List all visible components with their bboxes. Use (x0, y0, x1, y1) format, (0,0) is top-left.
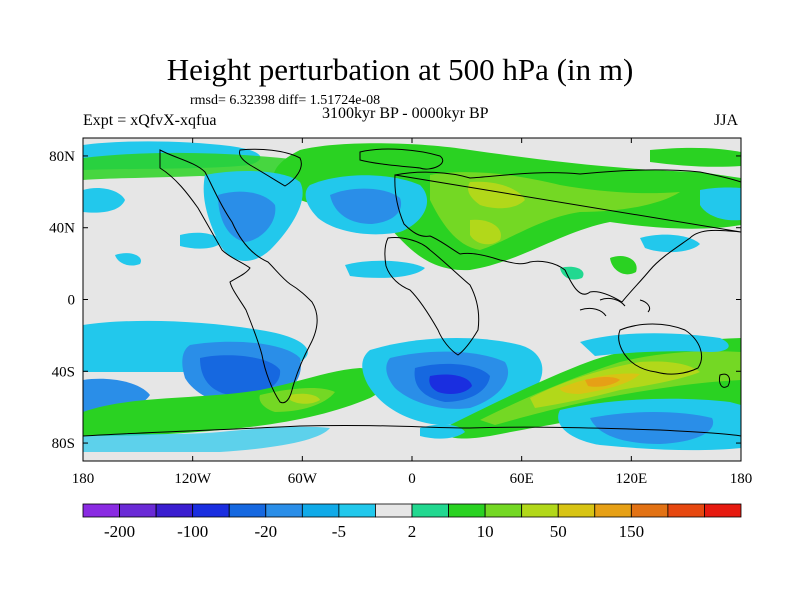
lon-tick-label: 120W (174, 471, 212, 487)
lon-tick-label: 60E (510, 471, 534, 487)
lat-tick-label: 40S (52, 364, 75, 380)
colorbar-label: -5 (332, 522, 346, 541)
colorbar-swatch (704, 503, 742, 518)
lat-tick-label: 80N (49, 149, 75, 165)
lon-tick-label: 180 (730, 471, 753, 487)
lon-tick-label: 60W (288, 471, 318, 487)
colorbar-swatch (594, 503, 632, 518)
colorbar-swatch (265, 503, 303, 518)
colorbar-label: 2 (408, 522, 417, 541)
colorbar-swatch (484, 503, 523, 518)
colorbar-swatch (301, 503, 340, 518)
colorbar-swatch (155, 503, 194, 518)
axis-ticks (82, 138, 742, 461)
colorbar-swatch (338, 503, 376, 518)
colorbar-swatch (630, 503, 669, 518)
lon-tick-label: 0 (408, 471, 416, 487)
colorbar-swatch (521, 503, 559, 518)
lat-tick-label: 0 (68, 293, 76, 309)
season-label: JJA (714, 112, 739, 129)
colorbar-swatch (557, 503, 596, 518)
stats-label: rmsd= 6.32398 diff= 1.51724e-08 (190, 93, 381, 108)
longitude-axis: 180 120W 60W 0 60E 120E 180 (72, 471, 753, 487)
colorbar-swatch (411, 503, 449, 518)
colorbar-label: 150 (619, 522, 645, 541)
page-title: Height perturbation at 500 hPa (in m) (166, 52, 634, 87)
lon-tick-label: 120E (615, 471, 647, 487)
lat-tick-label: 40N (49, 221, 75, 237)
lat-tick-label: 80S (52, 436, 75, 452)
colorbar-label: 50 (550, 522, 567, 541)
coastlines (83, 148, 741, 437)
lon-tick-label: 180 (72, 471, 95, 487)
colorbar-label: -100 (177, 522, 208, 541)
colorbar-swatch (228, 503, 267, 518)
colorbar-swatch (119, 503, 157, 518)
period-label: 3100kyr BP - 0000kyr BP (322, 105, 489, 122)
colorbar-swatch (448, 503, 486, 518)
colorbar-label: -200 (104, 522, 135, 541)
colorbar-label: -20 (254, 522, 277, 541)
colorbar-swatch (82, 503, 120, 518)
colorbar-label: 10 (477, 522, 494, 541)
colorbar-swatch (192, 503, 230, 518)
contour-field (83, 138, 741, 461)
colorbar: -200 -100 -20 -5 2 10 50 150 (82, 503, 742, 541)
colorbar-swatch (375, 503, 413, 518)
experiment-label: Expt = xQfvX-xqfua (83, 112, 217, 129)
colorbar-swatch (667, 503, 705, 518)
latitude-axis: 80N 40N 0 40S 80S (49, 149, 75, 452)
